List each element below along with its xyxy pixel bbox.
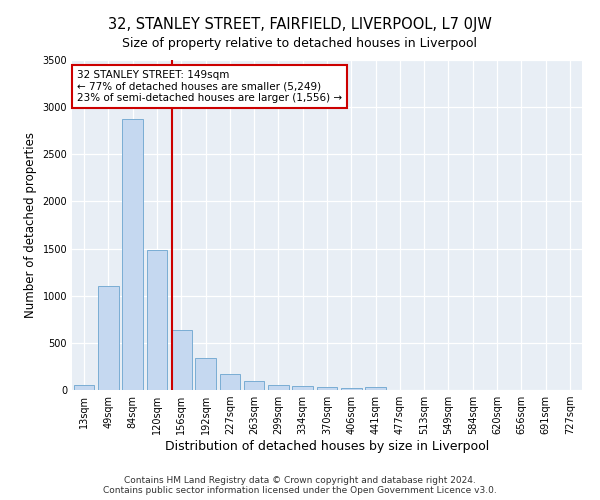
Y-axis label: Number of detached properties: Number of detached properties xyxy=(24,132,37,318)
Text: Contains HM Land Registry data © Crown copyright and database right 2024.
Contai: Contains HM Land Registry data © Crown c… xyxy=(103,476,497,495)
Bar xyxy=(220,374,240,390)
Text: 32, STANLEY STREET, FAIRFIELD, LIVERPOOL, L7 0JW: 32, STANLEY STREET, FAIRFIELD, LIVERPOOL… xyxy=(108,18,492,32)
Bar xyxy=(146,250,167,390)
Bar xyxy=(317,387,337,390)
Bar xyxy=(171,330,191,390)
X-axis label: Distribution of detached houses by size in Liverpool: Distribution of detached houses by size … xyxy=(165,440,489,453)
Text: 32 STANLEY STREET: 149sqm
← 77% of detached houses are smaller (5,249)
23% of se: 32 STANLEY STREET: 149sqm ← 77% of detac… xyxy=(77,70,342,103)
Bar xyxy=(98,286,119,390)
Bar xyxy=(244,381,265,390)
Bar xyxy=(74,386,94,390)
Bar xyxy=(195,358,216,390)
Bar xyxy=(268,385,289,390)
Bar xyxy=(341,388,362,390)
Bar xyxy=(365,387,386,390)
Text: Size of property relative to detached houses in Liverpool: Size of property relative to detached ho… xyxy=(122,38,478,51)
Bar xyxy=(292,386,313,390)
Bar xyxy=(122,120,143,390)
